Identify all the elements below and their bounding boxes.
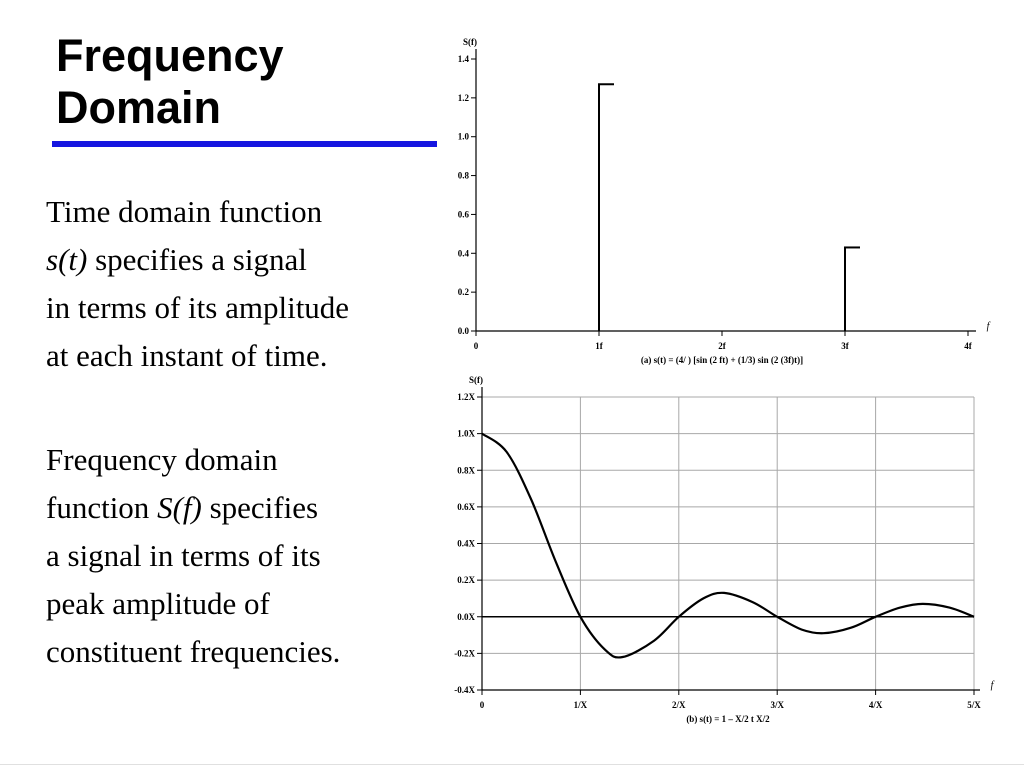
y-tick-label: 0.8X xyxy=(457,465,475,475)
chart-caption: (a) s(t) = (4/ ) [sin (2 ft) + (1/3) sin… xyxy=(641,355,803,365)
x-tick-label: 0 xyxy=(474,341,479,351)
st-term: s(t) xyxy=(46,242,88,277)
para2-line-4: peak amplitude of xyxy=(46,586,270,621)
chart-caption: (b) s(t) = 1 – X/2 t X/2 xyxy=(686,714,770,724)
time-domain-paragraph: Time domain function s(t) specifies a si… xyxy=(46,188,446,380)
title-line-2: Domain xyxy=(56,82,222,133)
y-tick-label: 0.2 xyxy=(458,287,470,297)
y-tick-label: 0.4 xyxy=(458,248,470,258)
chart-b-pulse-spectrum: -0.4X -0.2X 0.0X 0.2X 0.4X 0.6X 0.8X 1.0X 1.2X 0 1… xyxy=(454,375,995,724)
y-tick-label: 0.8 xyxy=(458,171,470,181)
x-tick-label: 1/X xyxy=(574,700,588,710)
y-tick-label: 1.2X xyxy=(457,392,475,402)
y-tick-label: 1.0X xyxy=(457,429,475,439)
sf-term: S(f) xyxy=(157,490,202,525)
y-tick-label: 0.4X xyxy=(457,539,475,549)
para2-line-5: constituent frequencies. xyxy=(46,634,341,669)
para1-line-2: s(t) specifies a signal xyxy=(46,236,446,284)
para1-line-1: Time domain function xyxy=(46,194,323,229)
para2-line-1: Frequency domain xyxy=(46,442,278,477)
x-tick-label: 2/X xyxy=(672,700,686,710)
para1-line-4: at each instant of time. xyxy=(46,338,328,373)
spectrum-curve xyxy=(481,432,975,659)
slide-bottom-border xyxy=(0,764,1024,765)
frequency-domain-paragraph: Frequency domain function S(f) specifies… xyxy=(46,436,446,676)
chart-a-square-wave-spectrum: 0.0 0.2 0.4 0.6 0.8 1.0 1.2 1.4 0 1f 2f 3f 4f S(f) f (a… xyxy=(458,37,991,365)
x-tick-label: 4f xyxy=(964,341,973,351)
y-tick-label: -0.4X xyxy=(454,685,475,695)
y-axis-label: S(f) xyxy=(469,375,483,385)
x-tick-label: 3f xyxy=(841,341,850,351)
para2-line-2: function S(f) specifies xyxy=(46,484,446,532)
para2-line-2-rest: specifies xyxy=(201,490,319,525)
y-tick-label: 0.6 xyxy=(458,209,470,219)
y-tick-label: 1.4 xyxy=(458,54,470,64)
y-tick-label: 1.2 xyxy=(458,93,470,103)
x-axis-label: f xyxy=(987,321,991,332)
x-tick-label: 4/X xyxy=(869,700,883,710)
y-tick-label: 1.0 xyxy=(458,132,470,142)
para1-line-3: in terms of its amplitude xyxy=(46,290,350,325)
x-axis-label: f xyxy=(991,680,995,691)
slide-title: Frequency Domain xyxy=(56,30,436,134)
y-tick-label: 0.0X xyxy=(457,612,475,622)
y-tick-label: 0.0 xyxy=(458,326,470,336)
y-axis-label: S(f) xyxy=(463,37,477,47)
x-tick-label: 0 xyxy=(480,700,485,710)
x-tick-label: 2f xyxy=(718,341,727,351)
para1-line-2-rest: specifies a signal xyxy=(87,242,307,277)
x-tick-label: 5/X xyxy=(967,700,981,710)
x-tick-label: 1f xyxy=(595,341,604,351)
title-line-1: Frequency xyxy=(56,30,284,81)
title-underline xyxy=(52,141,437,147)
para2-line-3: a signal in terms of its xyxy=(46,538,321,573)
para2-line-2-pre: function xyxy=(46,490,158,525)
y-tick-label: 0.2X xyxy=(457,575,475,585)
y-tick-label: 0.6X xyxy=(457,502,475,512)
y-tick-label: -0.2X xyxy=(454,648,475,658)
x-tick-label: 3/X xyxy=(770,700,784,710)
